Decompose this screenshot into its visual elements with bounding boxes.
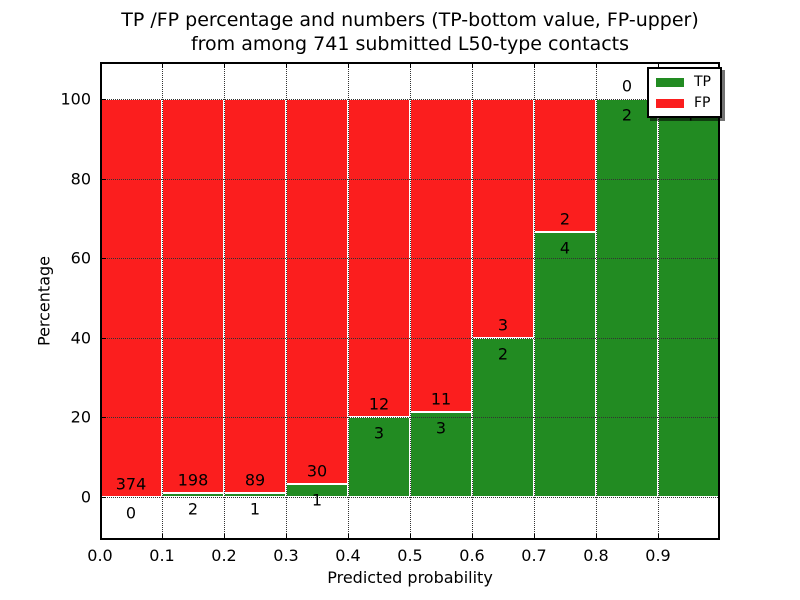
tp-count-label: 2 bbox=[187, 499, 199, 519]
tp-count-label: 1 bbox=[311, 490, 323, 510]
tp-count-label: 3 bbox=[435, 418, 447, 438]
fp-count-label: 30 bbox=[306, 461, 328, 481]
x-tick-mark bbox=[472, 62, 473, 68]
x-tick-mark bbox=[162, 62, 163, 68]
x-tick-label: 0.5 bbox=[397, 546, 423, 565]
plot-area: 0 20 40 60 80 100 0.0 0.1 0.2 0.3 0.4 0.5 0.6 0.7 0.8 0… bbox=[60, 62, 722, 565]
legend-label-fp: FP bbox=[694, 95, 711, 111]
legend: TP FP bbox=[647, 67, 722, 118]
x-tick-label: 0.3 bbox=[273, 546, 299, 565]
fp-count-label: 0 bbox=[621, 76, 633, 96]
y-tick-label: 0 bbox=[80, 487, 91, 507]
x-tick-mark bbox=[348, 534, 349, 540]
x-tick-label: 0.1 bbox=[149, 546, 175, 565]
x-tick-label: 0.9 bbox=[645, 546, 671, 565]
x-tick-mark bbox=[410, 62, 411, 68]
y-tick-label: 40 bbox=[70, 328, 91, 348]
chart-title: TP /FP percentage and numbers (TP-bottom… bbox=[121, 8, 699, 57]
tp-count-label: 0 bbox=[125, 503, 137, 523]
bar-segment-tp bbox=[596, 99, 658, 497]
x-gridline bbox=[348, 62, 349, 540]
x-tick-mark bbox=[224, 534, 225, 540]
x-gridline bbox=[472, 62, 473, 540]
y-tick-label: 20 bbox=[70, 407, 91, 427]
y-tick-mark bbox=[100, 497, 106, 498]
x-tick-mark bbox=[410, 534, 411, 540]
x-tick-mark bbox=[658, 534, 659, 540]
x-tick-mark bbox=[224, 62, 225, 68]
y-tick-label: 100 bbox=[60, 89, 91, 109]
bar-segment-tp bbox=[534, 231, 596, 497]
bar-segment-fp bbox=[286, 99, 348, 485]
x-tick-mark bbox=[658, 62, 659, 68]
fp-count-label: 11 bbox=[430, 389, 452, 409]
x-gridline bbox=[534, 62, 535, 540]
x-tick-mark bbox=[286, 534, 287, 540]
tp-swatch-icon bbox=[656, 77, 684, 87]
x-gridline bbox=[162, 62, 163, 540]
tp-count-label: 1 bbox=[249, 499, 261, 519]
x-tick-mark bbox=[100, 62, 101, 68]
tp-count-label: 3 bbox=[373, 423, 385, 443]
x-axis-title: Predicted probability bbox=[327, 568, 493, 587]
x-tick-mark bbox=[286, 62, 287, 68]
fp-count-label: 2 bbox=[559, 209, 571, 229]
y-tick-mark bbox=[100, 99, 106, 100]
legend-entry-tp: TP bbox=[656, 75, 711, 89]
x-gridline bbox=[224, 62, 225, 540]
x-gridline bbox=[658, 62, 659, 540]
y-axis-title: Percentage bbox=[34, 255, 54, 347]
x-tick-mark bbox=[596, 534, 597, 540]
x-tick-mark bbox=[596, 62, 597, 68]
x-tick-label: 0.4 bbox=[335, 546, 361, 565]
chart-title-line1: TP /FP percentage and numbers (TP-bottom… bbox=[121, 9, 699, 31]
bar-segment-fp bbox=[162, 99, 224, 494]
fp-count-label: 3 bbox=[497, 315, 509, 335]
y-tick-mark bbox=[100, 337, 106, 339]
fp-swatch-icon bbox=[656, 98, 684, 108]
x-tick-label: 0.7 bbox=[521, 546, 547, 565]
tp-count-label: 4 bbox=[559, 238, 571, 258]
chart-title-line2: from among 741 submitted L50-type contac… bbox=[190, 33, 630, 56]
tp-count-label: 2 bbox=[497, 344, 509, 364]
tp-count-label: 2 bbox=[621, 105, 633, 125]
bar-segment-fp bbox=[410, 99, 472, 412]
fp-count-label: 374 bbox=[115, 474, 147, 494]
x-gridline bbox=[410, 62, 411, 540]
fp-count-label: 89 bbox=[244, 470, 266, 490]
x-tick-mark bbox=[534, 62, 535, 68]
y-tick-label: 80 bbox=[70, 169, 91, 189]
x-tick-mark bbox=[348, 62, 349, 68]
y-tick-mark bbox=[100, 417, 106, 419]
bar-segment-tp bbox=[658, 99, 720, 497]
x-tick-label: 0.2 bbox=[211, 546, 237, 565]
legend-label-tp: TP bbox=[694, 74, 711, 90]
bar-segment-fp bbox=[472, 99, 534, 338]
x-tick-label: 0.0 bbox=[87, 546, 113, 565]
x-tick-mark bbox=[100, 534, 101, 540]
legend-entry-fp: FP bbox=[656, 96, 711, 110]
x-gridline bbox=[286, 62, 287, 540]
x-tick-label: 0.8 bbox=[583, 546, 609, 565]
fp-count-label: 198 bbox=[177, 470, 209, 490]
x-tick-mark bbox=[534, 534, 535, 540]
x-tick-label: 0.6 bbox=[459, 546, 485, 565]
x-gridline bbox=[596, 62, 597, 540]
y-tick-label: 60 bbox=[70, 248, 91, 268]
y-tick-mark bbox=[100, 258, 106, 260]
fp-count-label: 12 bbox=[368, 394, 390, 414]
bar-segment-fp bbox=[224, 99, 286, 493]
bar-segment-fp bbox=[100, 99, 162, 497]
x-tick-mark bbox=[162, 534, 163, 540]
x-tick-mark bbox=[472, 534, 473, 540]
y-tick-mark bbox=[100, 178, 106, 180]
